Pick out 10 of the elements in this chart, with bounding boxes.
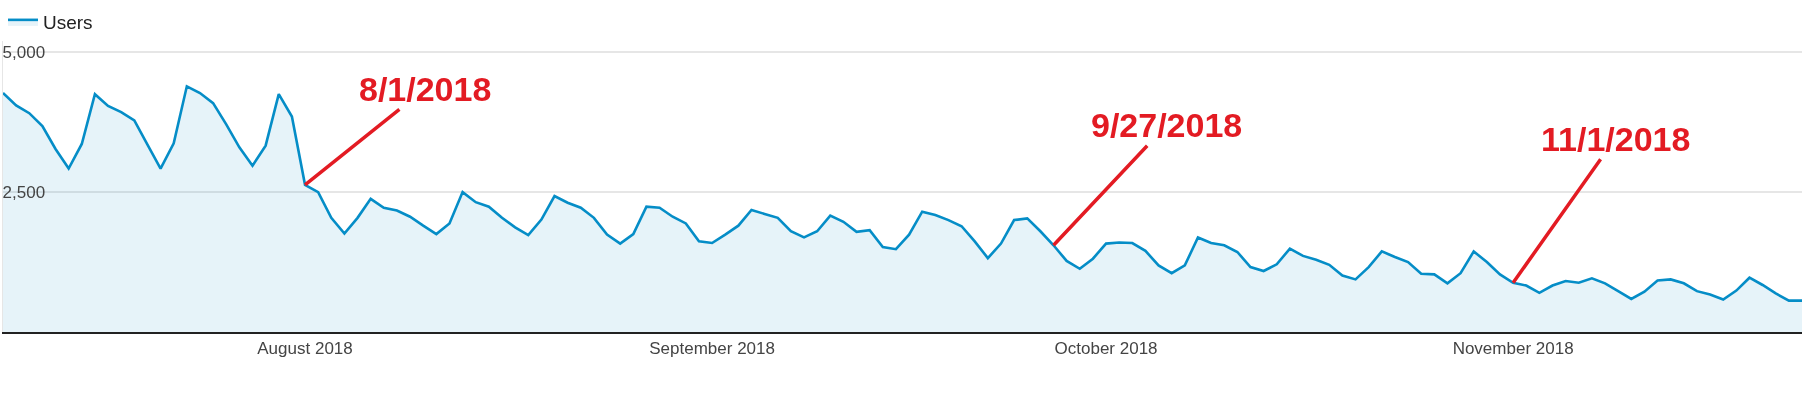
legend-label: Users — [43, 12, 93, 34]
x-tick-label: October 2018 — [1054, 339, 1158, 359]
annotation: 9/27/2018 — [1091, 106, 1243, 144]
y-tick-label: 5,000 — [2, 43, 46, 63]
x-tick-label: November 2018 — [1452, 339, 1574, 359]
y-tick-label: 2,500 — [2, 183, 46, 203]
x-tick-label: August 2018 — [257, 339, 353, 359]
annotation: 11/1/2018 — [1541, 120, 1691, 158]
x-tick-label: September 2018 — [649, 339, 775, 359]
annotation: 8/1/2018 — [359, 70, 492, 108]
